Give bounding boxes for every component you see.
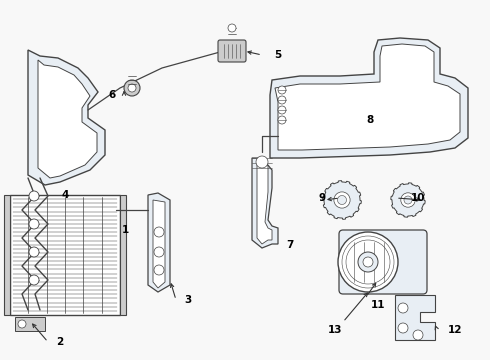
Circle shape xyxy=(154,227,164,237)
Text: 9: 9 xyxy=(318,193,325,203)
Text: 3: 3 xyxy=(184,295,192,305)
Text: 12: 12 xyxy=(448,325,462,335)
Text: 13: 13 xyxy=(328,325,342,335)
Circle shape xyxy=(398,303,408,313)
Text: 7: 7 xyxy=(286,240,294,250)
Bar xyxy=(4,195,10,315)
Circle shape xyxy=(338,195,346,204)
Bar xyxy=(15,317,45,331)
Polygon shape xyxy=(275,44,460,150)
Circle shape xyxy=(404,196,412,204)
Circle shape xyxy=(154,265,164,275)
Text: 1: 1 xyxy=(122,225,129,235)
Bar xyxy=(10,195,120,315)
Polygon shape xyxy=(148,193,170,292)
Polygon shape xyxy=(395,295,435,340)
Circle shape xyxy=(358,252,378,272)
Text: 10: 10 xyxy=(411,193,425,203)
Circle shape xyxy=(124,80,140,96)
Text: 5: 5 xyxy=(274,50,282,60)
Polygon shape xyxy=(252,158,278,248)
Polygon shape xyxy=(153,200,165,288)
Circle shape xyxy=(401,193,415,207)
Circle shape xyxy=(228,24,236,32)
Circle shape xyxy=(363,257,373,267)
Circle shape xyxy=(278,116,286,124)
FancyBboxPatch shape xyxy=(339,230,427,294)
Circle shape xyxy=(154,247,164,257)
Text: 11: 11 xyxy=(371,300,385,310)
Circle shape xyxy=(128,84,136,92)
Circle shape xyxy=(278,86,286,94)
Text: 2: 2 xyxy=(56,337,64,347)
Circle shape xyxy=(29,219,39,229)
Text: 8: 8 xyxy=(367,115,373,125)
Circle shape xyxy=(413,330,423,340)
Polygon shape xyxy=(322,181,361,219)
Bar xyxy=(120,195,126,315)
Circle shape xyxy=(29,247,39,257)
Circle shape xyxy=(334,192,350,208)
Text: 6: 6 xyxy=(108,90,116,100)
Circle shape xyxy=(29,191,39,201)
Circle shape xyxy=(338,232,398,292)
Polygon shape xyxy=(270,38,468,158)
Circle shape xyxy=(18,320,26,328)
Polygon shape xyxy=(28,50,105,185)
FancyBboxPatch shape xyxy=(218,40,246,62)
Circle shape xyxy=(256,156,268,168)
Circle shape xyxy=(398,323,408,333)
Text: 4: 4 xyxy=(61,190,69,200)
Circle shape xyxy=(278,106,286,114)
Polygon shape xyxy=(38,60,97,178)
Circle shape xyxy=(278,96,286,104)
Polygon shape xyxy=(257,162,272,244)
Circle shape xyxy=(29,275,39,285)
Polygon shape xyxy=(391,183,425,217)
